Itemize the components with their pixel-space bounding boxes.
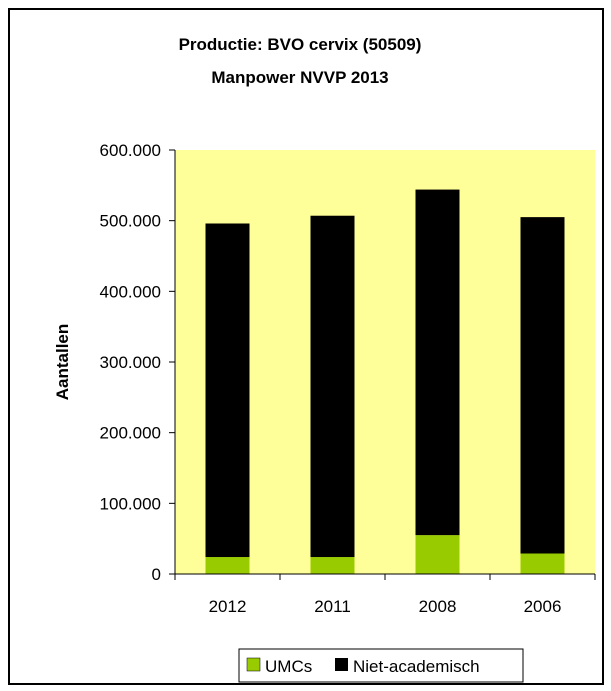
bar-2006-umcs — [520, 553, 565, 574]
chart-title-line-1: Productie: BVO cervix (50509) — [179, 35, 422, 54]
y-tick-label: 500.000 — [100, 212, 161, 231]
legend-swatch-umcs — [246, 657, 261, 672]
x-axis: 2012 2011 2008 2006 — [174, 573, 596, 616]
y-tick-label: 600.000 — [100, 141, 161, 160]
bar-2006-niet-academisch — [520, 217, 565, 554]
y-tick-label: 100.000 — [100, 494, 161, 513]
bar-2008-niet-academisch — [415, 189, 460, 536]
legend-box — [238, 648, 524, 683]
y-tick-label: 300.000 — [100, 353, 161, 372]
bar-2011-umcs — [310, 557, 355, 574]
bar-2008-umcs — [415, 535, 460, 574]
y-tick-label: 400.000 — [100, 282, 161, 301]
x-tick-label: 2011 — [314, 597, 351, 616]
x-tick-label: 2008 — [419, 597, 457, 616]
legend-swatch-niet-academisch — [335, 658, 348, 671]
chart-title-line-2: Manpower NVVP 2013 — [211, 68, 388, 87]
bar-2012-niet-academisch — [205, 223, 250, 558]
bars-group — [205, 189, 565, 574]
bar-2012-umcs — [205, 557, 250, 574]
legend-label-niet-academisch: Niet-academisch — [353, 657, 480, 676]
legend-label-umcs: UMCs — [265, 657, 312, 676]
y-tick-label: 0 — [152, 565, 161, 584]
y-tick-label: 200.000 — [100, 424, 161, 443]
y-axis: 0 100.000 200.000 300.000 400.000 500.000 600.… — [100, 141, 176, 584]
y-axis-title: Aantallen — [53, 324, 72, 401]
x-tick-label: 2006 — [524, 597, 562, 616]
x-tick-label: 2012 — [209, 597, 247, 616]
bar-2011-niet-academisch — [310, 215, 355, 558]
legend: UMCs Niet-academisch — [238, 648, 524, 683]
